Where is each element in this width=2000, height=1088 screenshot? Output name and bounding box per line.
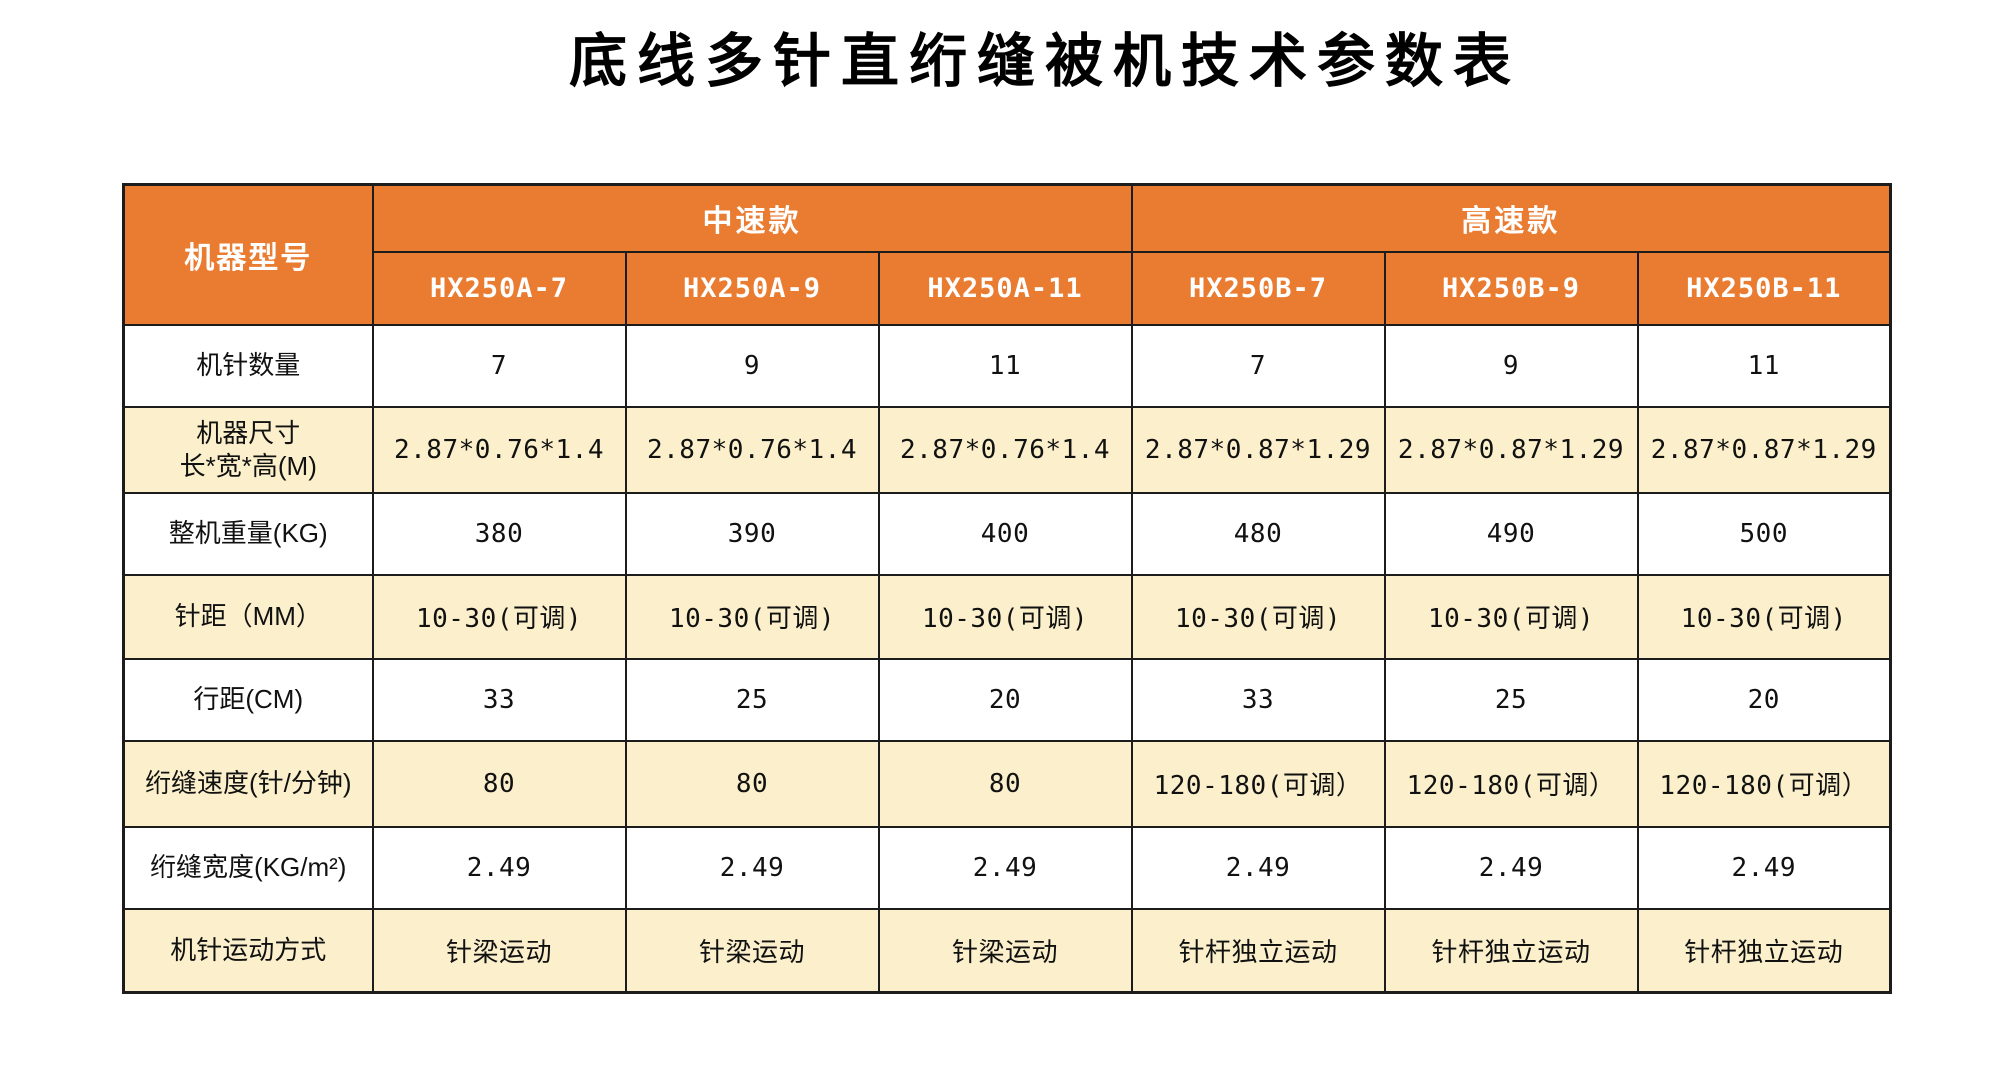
value-cell: 10-30(可调) — [371, 573, 627, 660]
table-row-needle-count: 机针数量 7 9 11 7 9 11 — [122, 323, 1892, 408]
value-cell: 2.87*0.76*1.4 — [877, 405, 1133, 494]
table-row-machine-dimensions: 机器尺寸 长*宽*高(M) 2.87*0.76*1.4 2.87*0.76*1.… — [122, 405, 1892, 494]
value-cell: 20 — [1636, 657, 1892, 742]
value-cell: 2.87*0.87*1.29 — [1383, 405, 1639, 494]
model-header: HX250A-11 — [877, 250, 1133, 326]
spec-table: 机器型号 中速款 高速款 HX250A-7 HX250A-9 HX250A-11… — [122, 183, 1893, 994]
value-cell: 11 — [1636, 323, 1892, 408]
row-label: 绗缝宽度(KG/m²) — [122, 825, 374, 910]
row-label: 行距(CM) — [122, 657, 374, 742]
value-cell: 490 — [1383, 491, 1639, 576]
value-cell: 390 — [624, 491, 880, 576]
row-label: 针距（MM） — [122, 573, 374, 660]
model-header: HX250A-7 — [371, 250, 627, 326]
value-cell: 20 — [877, 657, 1133, 742]
table-header-group-row: 机器型号 中速款 高速款 — [122, 183, 1892, 326]
value-cell: 2.49 — [877, 825, 1133, 910]
value-cell: 10-30(可调) — [624, 573, 880, 660]
page-title: 底线多针直绗缝被机技术参数表 — [568, 29, 1521, 94]
value-cell: 2.87*0.87*1.29 — [1636, 405, 1892, 494]
value-cell: 80 — [624, 739, 880, 828]
value-cell: 10-30(可调) — [1130, 573, 1386, 660]
value-cell: 2.49 — [371, 825, 627, 910]
value-cell: 9 — [624, 323, 880, 408]
row-label: 机器尺寸 长*宽*高(M) — [122, 405, 374, 494]
value-cell: 500 — [1636, 491, 1892, 576]
value-cell: 针梁运动 — [371, 907, 627, 994]
value-cell: 400 — [877, 491, 1133, 576]
table-header-model-row: HX250A-7 HX250A-9 HX250A-11 HX250B-7 HX2… — [124, 250, 1892, 326]
table-row-needle-pitch: 针距（MM） 10-30(可调) 10-30(可调) 10-30(可调) 10-… — [122, 573, 1892, 660]
table-row-row-spacing: 行距(CM) 33 25 20 33 25 20 — [122, 657, 1892, 742]
value-cell: 10-30(可调) — [877, 573, 1133, 660]
value-cell: 25 — [624, 657, 880, 742]
value-cell: 10-30(可调) — [1636, 573, 1892, 660]
value-cell: 25 — [1383, 657, 1639, 742]
value-cell: 120-180(可调） — [1636, 739, 1892, 828]
value-cell: 针杆独立运动 — [1636, 907, 1892, 994]
row-label: 机针运动方式 — [122, 907, 374, 994]
value-cell: 2.49 — [1383, 825, 1639, 910]
table-row-machine-weight: 整机重量(KG) 380 390 400 480 490 500 — [122, 491, 1892, 576]
value-cell: 2.87*0.76*1.4 — [624, 405, 880, 494]
value-cell: 2.49 — [624, 825, 880, 910]
table-row-quilting-speed: 绗缝速度(针/分钟) 80 80 80 120-180(可调） 120-180(… — [122, 739, 1892, 828]
value-cell: 480 — [1130, 491, 1386, 576]
value-cell: 针梁运动 — [877, 907, 1133, 994]
value-cell: 7 — [371, 323, 627, 408]
value-cell: 7 — [1130, 323, 1386, 408]
table-row-needle-motion-mode: 机针运动方式 针梁运动 针梁运动 针梁运动 针杆独立运动 针杆独立运动 针杆独立… — [122, 907, 1892, 994]
value-cell: 10-30(可调) — [1383, 573, 1639, 660]
value-cell: 120-180(可调） — [1130, 739, 1386, 828]
value-cell: 120-180(可调） — [1383, 739, 1639, 828]
value-cell: 80 — [877, 739, 1133, 828]
value-cell: 2.87*0.87*1.29 — [1130, 405, 1386, 494]
value-cell: 33 — [371, 657, 627, 742]
model-header: HX250B-9 — [1383, 250, 1639, 326]
value-cell: 9 — [1383, 323, 1639, 408]
model-header: HX250B-7 — [1130, 250, 1386, 326]
value-cell: 针梁运动 — [624, 907, 880, 994]
group-header-high-speed: 高速款 — [1130, 183, 1892, 253]
value-cell: 33 — [1130, 657, 1386, 742]
value-cell: 针杆独立运动 — [1383, 907, 1639, 994]
row-label: 整机重量(KG) — [122, 491, 374, 576]
group-header-medium-speed: 中速款 — [371, 183, 1133, 253]
value-cell: 2.49 — [1130, 825, 1386, 910]
model-header: HX250B-11 — [1636, 250, 1892, 326]
value-cell: 2.49 — [1636, 825, 1892, 910]
value-cell: 针杆独立运动 — [1130, 907, 1386, 994]
value-cell: 2.87*0.76*1.4 — [371, 405, 627, 494]
value-cell: 11 — [877, 323, 1133, 408]
table-row-quilting-width: 绗缝宽度(KG/m²) 2.49 2.49 2.49 2.49 2.49 2.4… — [122, 825, 1892, 910]
value-cell: 380 — [371, 491, 627, 576]
row-label: 绗缝速度(针/分钟) — [122, 739, 374, 828]
model-header: HX250A-9 — [624, 250, 880, 326]
row-label: 机针数量 — [122, 323, 374, 408]
corner-header-machine-model: 机器型号 — [122, 183, 374, 326]
value-cell: 80 — [371, 739, 627, 828]
